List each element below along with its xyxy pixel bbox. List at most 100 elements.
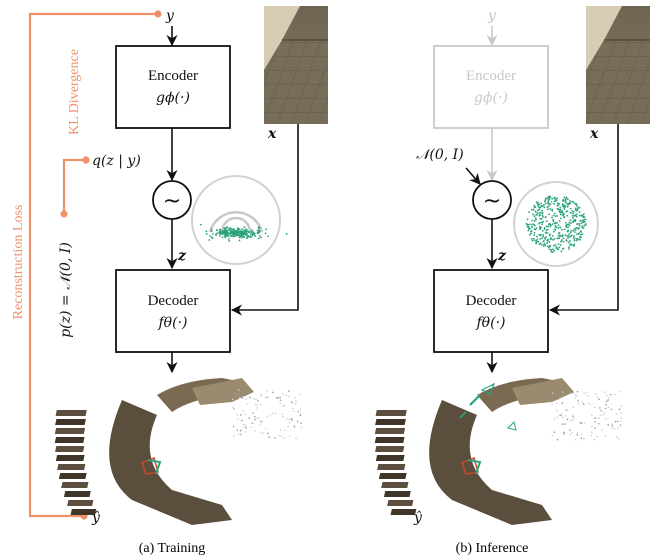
sample-point <box>538 206 541 209</box>
cloud-point <box>604 407 607 410</box>
sample-point <box>537 209 539 212</box>
sample-point <box>535 241 537 244</box>
cloud-point <box>255 398 257 400</box>
cloud-point <box>288 435 291 438</box>
cloud-point <box>598 422 600 425</box>
sample-point <box>547 201 550 204</box>
sample-point <box>570 229 573 232</box>
sample-point <box>533 220 536 222</box>
cloud-point <box>576 390 579 393</box>
cloud-point <box>604 391 607 393</box>
sample-point <box>569 199 571 202</box>
sample-point <box>545 236 548 238</box>
sample-point <box>539 242 542 245</box>
inference-z-label: z <box>497 248 507 264</box>
sample-point <box>549 203 552 206</box>
sample-point <box>243 232 246 235</box>
output-pointcloud-inference <box>374 378 623 525</box>
sample-point <box>223 233 225 235</box>
sample-point <box>531 219 534 222</box>
sample-point <box>569 207 572 210</box>
sample-point <box>526 218 529 221</box>
cloud-point <box>574 396 576 399</box>
sample-point <box>573 219 576 222</box>
cloud-point <box>573 417 575 420</box>
sample-point <box>238 239 241 242</box>
pointcloud-fragment <box>429 400 552 525</box>
sample-point <box>216 232 218 235</box>
sample-point <box>541 209 544 212</box>
sample-point <box>553 212 556 215</box>
sample-point <box>567 229 570 232</box>
stair-step <box>375 455 405 461</box>
sample-point <box>563 215 566 218</box>
sample-point <box>578 238 581 241</box>
sample-point <box>571 200 573 203</box>
sample-point <box>559 235 561 238</box>
cloud-point <box>577 402 580 405</box>
sample-point <box>546 239 549 242</box>
cloud-point <box>254 403 257 406</box>
sample-point <box>531 223 534 226</box>
sample-point <box>539 228 541 231</box>
cloud-point <box>580 437 583 439</box>
sample-point <box>547 246 550 249</box>
cloud-point <box>582 403 585 405</box>
sample-point <box>575 215 578 218</box>
sample-point <box>546 232 549 235</box>
sample-point <box>529 227 531 230</box>
stair-step <box>54 428 86 434</box>
sample-point <box>584 218 587 221</box>
sample-point <box>249 233 252 236</box>
sample-point <box>573 245 576 247</box>
sample-point <box>544 244 547 247</box>
cloud-point <box>240 414 242 416</box>
cloud-point <box>256 404 259 406</box>
sample-point <box>246 237 249 239</box>
inference-y-label: y <box>487 8 497 24</box>
cloud-point <box>287 425 289 428</box>
sample-point <box>237 228 239 231</box>
sample-point <box>226 233 229 236</box>
cloud-point <box>593 438 595 441</box>
camera-frustum <box>147 459 162 475</box>
cloud-point <box>271 412 274 415</box>
sample-point <box>241 231 243 234</box>
sample-point <box>562 205 564 208</box>
inference-panel: y Encoder gϕ(·) 𝒩(0, I) ~ z Decoder fθ(·… <box>374 6 650 556</box>
sample-point <box>569 235 572 238</box>
cloud-point <box>615 436 618 438</box>
cloud-point <box>260 431 262 434</box>
cloud-point <box>605 394 608 397</box>
sample-point <box>218 234 221 237</box>
inference-caption: (b) Inference <box>456 541 529 556</box>
cloud-point <box>238 396 241 399</box>
sample-point <box>578 214 581 217</box>
cloud-point <box>551 403 553 406</box>
cloud-point <box>563 423 566 425</box>
sample-point <box>553 237 556 240</box>
prior-label: p(z) = 𝒩(0, I) <box>58 242 74 338</box>
sample-point <box>208 239 211 241</box>
sample-point <box>581 220 584 223</box>
sampler-symbol: ~ <box>163 189 181 214</box>
sample-point <box>218 228 221 231</box>
sample-point <box>577 227 580 230</box>
cloud-point <box>283 437 286 439</box>
sample-point <box>559 206 562 209</box>
sample-point <box>561 235 563 238</box>
sample-point <box>574 229 577 231</box>
sample-point <box>538 212 541 215</box>
decoder-title: Decoder <box>148 293 199 309</box>
sample-point <box>257 232 259 235</box>
sample-point <box>558 232 561 234</box>
sample-point <box>251 233 254 236</box>
sample-point <box>546 206 549 209</box>
sample-point <box>573 231 576 234</box>
recon-loss-top-dot <box>154 10 162 18</box>
stair-step <box>70 509 97 515</box>
sample-point <box>552 220 555 223</box>
sample-point <box>553 249 556 252</box>
sample-point <box>564 199 567 201</box>
cloud-point <box>300 426 303 428</box>
